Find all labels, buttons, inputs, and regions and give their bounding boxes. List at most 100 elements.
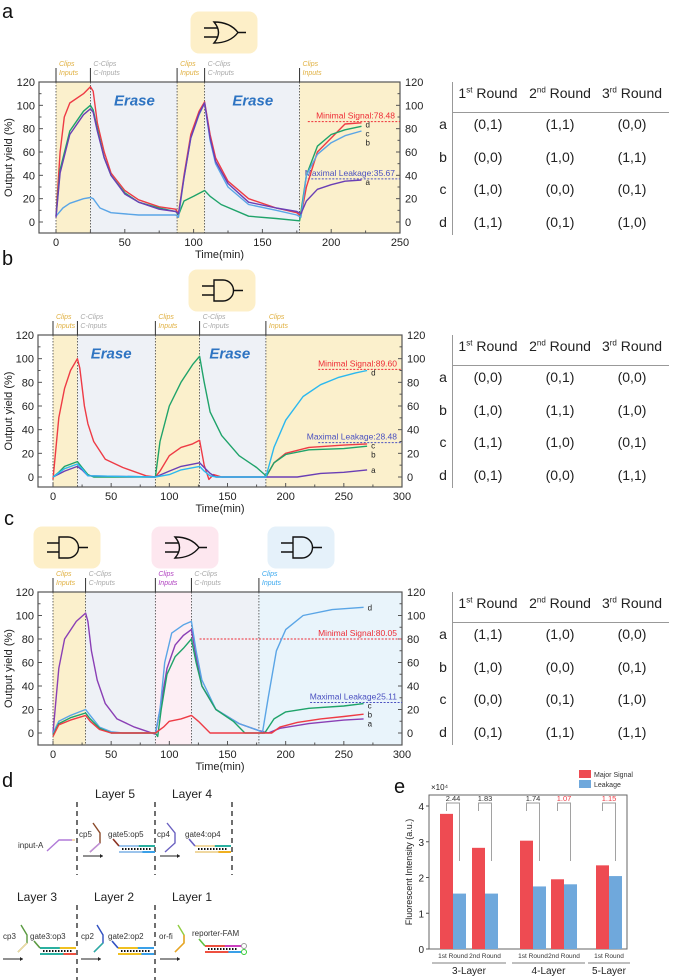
series-end-label-c: c bbox=[371, 442, 375, 451]
ratio-label: 1.07 bbox=[557, 794, 572, 803]
bar-major-signal bbox=[596, 865, 609, 949]
y-tick-label-right: 20 bbox=[405, 194, 417, 206]
component-label: input-A bbox=[18, 841, 44, 850]
dna-strand bbox=[164, 822, 176, 853]
x-tick-label: 300 bbox=[393, 491, 411, 503]
round-number: 3 bbox=[601, 85, 610, 101]
series-line-a bbox=[55, 102, 362, 218]
bar-major-signal bbox=[472, 847, 485, 949]
x-axis-label: Time(min) bbox=[195, 249, 244, 261]
chart-e: 0 1 2 3 4 ×10⁴ Fluorescent Intensity (a.u.) Maj… bbox=[404, 770, 633, 977]
scale-label: ×10⁴ bbox=[431, 783, 449, 792]
region-erase bbox=[85, 592, 156, 745]
series-line-b bbox=[52, 355, 368, 478]
series-line-c bbox=[52, 638, 364, 738]
y-tick-label: 100 bbox=[17, 100, 35, 112]
y-tick-label: 20 bbox=[23, 194, 35, 206]
marker-label-2: C-Inputs bbox=[203, 323, 230, 330]
ratio-bracket bbox=[602, 802, 616, 861]
ordinal-suffix: nd bbox=[536, 595, 546, 605]
ordinal-suffix: nd bbox=[536, 338, 546, 348]
ratio-bracket bbox=[478, 802, 492, 861]
series-line-d bbox=[52, 369, 368, 478]
gate-body bbox=[292, 536, 314, 559]
table-cell: (1,0) bbox=[545, 148, 575, 165]
y-tick-label: 0 bbox=[418, 945, 424, 956]
x-tick-label: 150 bbox=[218, 491, 236, 503]
table-row-label: b bbox=[439, 148, 447, 165]
table-cell: (1,0) bbox=[617, 213, 647, 230]
x-tick-label: 200 bbox=[322, 237, 340, 249]
table-cell: (1,1) bbox=[617, 148, 647, 165]
component-label: gate5:op5 bbox=[108, 830, 144, 839]
diagram-d bbox=[3, 802, 247, 980]
x-tick-label: 100 bbox=[160, 749, 178, 761]
x-tick-label: 50 bbox=[119, 237, 131, 249]
category-label: 2nd Round bbox=[548, 953, 580, 960]
gate-box bbox=[190, 11, 258, 54]
layer-label: Layer 2 bbox=[94, 890, 135, 904]
y-tick-label: 20 bbox=[22, 448, 34, 460]
marker-label-2: Inputs bbox=[180, 70, 200, 77]
y-tick-label-right: 100 bbox=[407, 354, 425, 366]
marker-label-2: C-Inputs bbox=[194, 580, 221, 587]
and-gate-icon bbox=[188, 269, 256, 312]
ratio-label: 1.74 bbox=[526, 794, 541, 803]
gate-body bbox=[58, 536, 80, 559]
marker-label-2: Inputs bbox=[59, 70, 79, 77]
ratio-label: 2.44 bbox=[446, 794, 461, 803]
marker-label-2: Inputs bbox=[303, 70, 323, 77]
table-header: 1st Round bbox=[458, 85, 517, 101]
table-row-label: d bbox=[439, 723, 447, 740]
dna-strand bbox=[174, 935, 185, 953]
round-word: Round bbox=[472, 338, 518, 354]
x-tick-label: 200 bbox=[276, 491, 294, 503]
table-cell: (0,1) bbox=[545, 213, 575, 230]
truth-table-c: 1st Round 2nd Round 3rd Round a (1,1) (1,0) (0… bbox=[430, 592, 673, 747]
table-row-label: c bbox=[439, 434, 447, 450]
marker-label-2: Inputs bbox=[158, 580, 178, 587]
table-header: 2nd Round bbox=[529, 85, 591, 101]
y-axis-label: Output yield (%) bbox=[3, 629, 15, 708]
series-end-label-b: b bbox=[365, 139, 370, 148]
round-number: 1 bbox=[458, 338, 467, 354]
region-erase bbox=[204, 82, 300, 233]
y-tick-label-right: 80 bbox=[405, 124, 417, 136]
minimal-signal-label: Minimal Signal:89.60 bbox=[318, 358, 397, 368]
marker-label-1: C-Clips bbox=[89, 571, 112, 578]
x-tick-label: 250 bbox=[391, 237, 409, 249]
erase-label: Erase bbox=[209, 346, 250, 363]
y-axis-label: Output yield (%) bbox=[3, 118, 15, 197]
region-input bbox=[155, 335, 200, 487]
truth-table-b: 1st Round 2nd Round 3rd Round a (0,0) (0,1) (0… bbox=[430, 335, 673, 490]
table-cell: (1,0) bbox=[545, 434, 575, 450]
ratio-bracket bbox=[526, 802, 540, 861]
y-tick-label-right: 100 bbox=[405, 100, 423, 112]
and-gate-icon bbox=[33, 526, 101, 569]
gate-box bbox=[267, 526, 335, 569]
x-axis-label: Time(min) bbox=[195, 503, 244, 515]
table-cell: (1,0) bbox=[617, 401, 647, 418]
x-tick-label: 150 bbox=[253, 237, 271, 249]
series-end-label-d: d bbox=[371, 368, 375, 377]
table-row-label: d bbox=[439, 466, 447, 483]
table-cell: (1,1) bbox=[617, 723, 647, 740]
ratio-label: 1.83 bbox=[478, 794, 493, 803]
y-tick-label-right: 0 bbox=[405, 217, 411, 229]
fluorophore-icon bbox=[241, 949, 247, 955]
layer-label: Layer 1 bbox=[172, 890, 213, 904]
marker-label-2: Inputs bbox=[56, 323, 76, 330]
table-cell: (1,1) bbox=[473, 626, 503, 642]
round-word: Round bbox=[545, 85, 591, 101]
panel-label-e: e bbox=[394, 776, 406, 798]
series-end-label-c: c bbox=[368, 701, 372, 710]
table-divider bbox=[452, 335, 453, 488]
or-gate-icon bbox=[151, 526, 219, 569]
x-tick-label: 100 bbox=[160, 491, 178, 503]
y-tick-label: 80 bbox=[22, 634, 34, 646]
marker-label-1: C-Clips bbox=[194, 571, 217, 578]
y-tick-label-right: 120 bbox=[407, 587, 425, 599]
x-tick-label: 300 bbox=[393, 749, 411, 761]
series-end-label-c: c bbox=[365, 130, 369, 139]
ratio-bracket bbox=[446, 802, 460, 861]
